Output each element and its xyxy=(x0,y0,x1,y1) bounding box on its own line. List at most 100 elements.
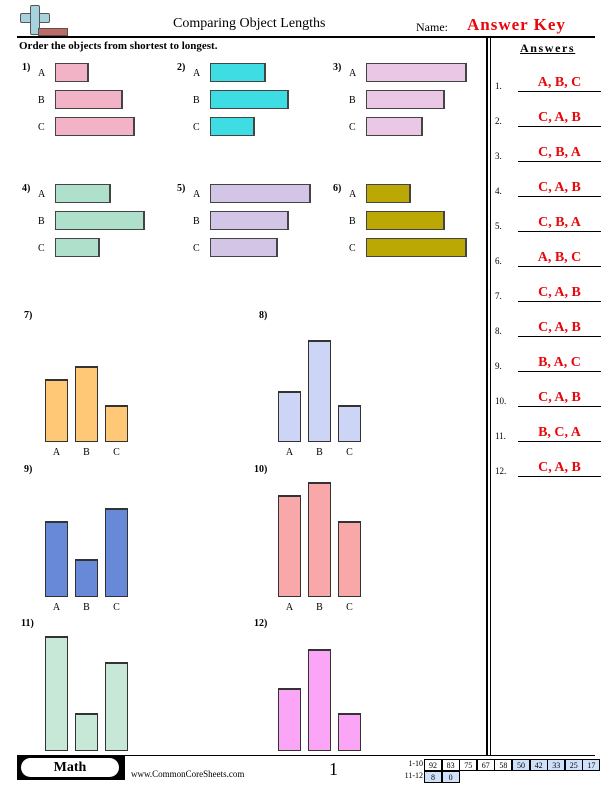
subject-badge: Math xyxy=(21,758,119,777)
object-bar xyxy=(308,649,331,751)
answer-value: C, A, B xyxy=(538,460,581,475)
object-bar xyxy=(55,63,89,82)
answer-value: C, B, A xyxy=(538,145,581,160)
score-cell: 42 xyxy=(529,759,548,771)
object-bar xyxy=(45,379,68,442)
answer-line xyxy=(518,476,601,477)
bar-label: A xyxy=(349,68,357,79)
object-bar xyxy=(338,713,361,751)
problem-number: 2) xyxy=(177,62,186,73)
object-bar xyxy=(278,688,301,751)
answer-value: B, C, A xyxy=(538,425,581,440)
object-bar xyxy=(210,238,278,257)
object-bar xyxy=(278,391,301,442)
answer-line xyxy=(518,91,601,92)
score-range-label: 11-12 xyxy=(404,771,423,780)
score-cell: 25 xyxy=(564,759,583,771)
footer-divider xyxy=(17,755,595,756)
object-bar xyxy=(366,184,411,203)
object-bar xyxy=(366,117,423,136)
bar-label: B xyxy=(316,447,323,458)
site-url: www.CommonCoreSheets.com xyxy=(131,769,245,779)
bar-label: A xyxy=(285,602,294,613)
answer-number: 6. xyxy=(495,256,502,266)
object-bar xyxy=(75,366,98,442)
problem-number: 8) xyxy=(259,310,268,321)
problem-number: 11) xyxy=(21,618,34,629)
score-cell: 17 xyxy=(582,759,601,771)
answer-row: 4. C, A, B xyxy=(495,178,610,198)
bar-label: B xyxy=(193,95,200,106)
bar-label: B xyxy=(38,95,45,106)
problem-number: 12) xyxy=(254,618,268,629)
page-title: Comparing Object Lengths xyxy=(173,16,326,31)
answer-row: 3. C, B, A xyxy=(495,143,610,163)
answer-line xyxy=(518,196,601,197)
answer-row: 9. B, A, C xyxy=(495,353,610,373)
answer-number: 2. xyxy=(495,116,502,126)
name-label: Name: xyxy=(416,20,448,34)
bar-label: A xyxy=(52,602,61,613)
bar-label: A xyxy=(193,189,201,200)
answer-line xyxy=(518,126,601,127)
bar-label: B xyxy=(38,216,45,227)
answer-number: 12. xyxy=(495,466,507,476)
object-bar xyxy=(366,90,445,109)
answer-number: 1. xyxy=(495,81,502,91)
object-bar xyxy=(210,211,289,230)
object-bar xyxy=(45,636,68,751)
answer-value: C, B, A xyxy=(538,215,581,230)
problem-number: 1) xyxy=(22,62,31,73)
object-bar xyxy=(338,405,361,442)
problem-number: 3) xyxy=(333,62,342,73)
bar-label: C xyxy=(113,602,120,613)
problem-number: 5) xyxy=(177,183,186,194)
score-cell: 50 xyxy=(512,759,530,771)
bar-label: B xyxy=(316,602,323,613)
problem-number: 4) xyxy=(22,183,31,194)
problem-number: 10) xyxy=(254,464,268,475)
bar-label: B xyxy=(193,216,200,227)
bar-label: A xyxy=(38,68,46,79)
answer-value: A, B, C xyxy=(537,250,582,265)
bar-label: B xyxy=(349,216,356,227)
object-bar xyxy=(55,117,135,136)
answer-value: C, A, B xyxy=(538,180,581,195)
object-bar xyxy=(278,495,301,597)
answer-value: C, A, B xyxy=(538,390,581,405)
object-bar xyxy=(210,63,266,82)
answer-line xyxy=(518,441,601,442)
bar-label: C xyxy=(346,602,353,613)
page-number: 1 xyxy=(329,759,338,779)
score-cell: 67 xyxy=(476,759,495,771)
bar-label: A xyxy=(193,68,201,79)
score-cell: 0 xyxy=(441,771,460,783)
score-cell: 33 xyxy=(547,759,566,771)
answer-row: 1. A, B, C xyxy=(495,73,610,93)
object-bar xyxy=(55,184,111,203)
bar-label: C xyxy=(349,122,356,133)
score-cell: 92 xyxy=(424,759,442,771)
answer-line xyxy=(518,371,601,372)
score-range-label: 1-10 xyxy=(408,759,423,768)
answer-row: 11. B, C, A xyxy=(495,423,610,443)
object-bar xyxy=(105,508,128,597)
answer-row: 10. C, A, B xyxy=(495,388,610,408)
object-bar xyxy=(55,211,145,230)
problem-number: 9) xyxy=(24,464,33,475)
answer-number: 10. xyxy=(495,396,507,406)
object-bar xyxy=(45,521,68,597)
answer-line xyxy=(518,301,601,302)
answer-line xyxy=(518,406,601,407)
answer-row: 5. C, B, A xyxy=(495,213,610,233)
object-bar xyxy=(55,238,100,257)
score-cell: 58 xyxy=(494,759,513,771)
column-divider xyxy=(486,37,491,755)
bar-label: B xyxy=(83,602,90,613)
object-bar xyxy=(210,90,289,109)
answer-number: 9. xyxy=(495,361,502,371)
object-bar xyxy=(55,90,123,109)
answer-number: 5. xyxy=(495,221,502,231)
answer-line xyxy=(518,161,601,162)
answer-row: 2. C, A, B xyxy=(495,108,610,128)
